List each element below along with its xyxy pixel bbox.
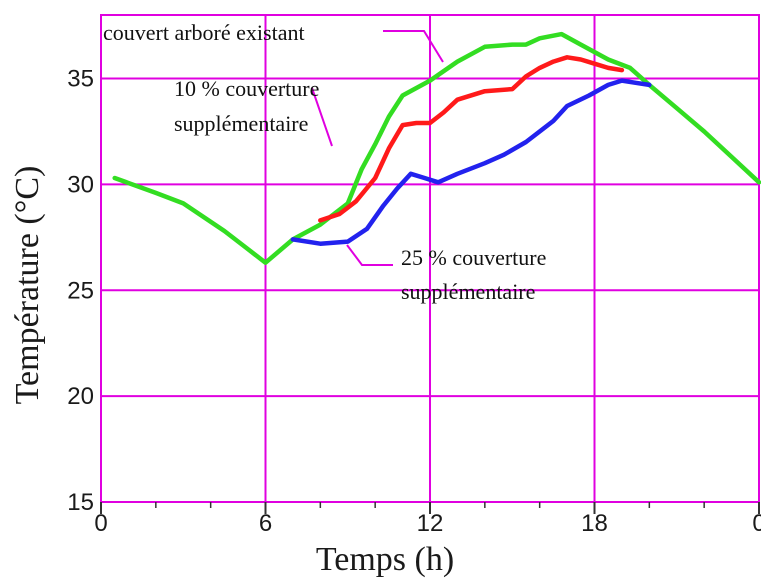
y-tick-label: 25 bbox=[67, 277, 94, 304]
x-axis-ticks: 0 6 12 18 0 bbox=[94, 502, 761, 537]
annotation-25pct: 25 % couverture supplémentaire bbox=[401, 245, 552, 304]
y-axis-title: Température (°C) bbox=[9, 166, 46, 405]
series-line-10pct bbox=[318, 55, 625, 223]
x-tick-label: 6 bbox=[259, 510, 272, 537]
y-tick-label: 15 bbox=[67, 489, 94, 516]
leader-existing-cover bbox=[383, 30, 444, 63]
x-tick-label: 0 bbox=[752, 510, 761, 537]
y-tick-label: 20 bbox=[67, 383, 94, 410]
series-line-existing-cover bbox=[112, 31, 761, 265]
annotation-leaders bbox=[311, 30, 444, 266]
x-tick-label: 0 bbox=[94, 510, 107, 537]
series-lines bbox=[112, 31, 761, 265]
x-axis-title: Temps (h) bbox=[316, 541, 454, 578]
series-line-25pct bbox=[290, 78, 652, 246]
leader-25pct bbox=[346, 244, 393, 266]
x-tick-label: 18 bbox=[581, 510, 608, 537]
x-tick-label: 12 bbox=[417, 510, 444, 537]
annotation-existing-cover: couvert arboré existant bbox=[103, 20, 305, 45]
annotations: couvert arboré existant 10 % couverture … bbox=[103, 20, 552, 304]
y-tick-label: 35 bbox=[67, 66, 94, 93]
y-axis-ticks: 15 20 25 30 35 bbox=[67, 66, 94, 516]
y-tick-label: 30 bbox=[67, 171, 94, 198]
leader-10pct bbox=[311, 87, 333, 147]
annotation-10pct: 10 % couverture supplémentaire bbox=[174, 76, 325, 136]
